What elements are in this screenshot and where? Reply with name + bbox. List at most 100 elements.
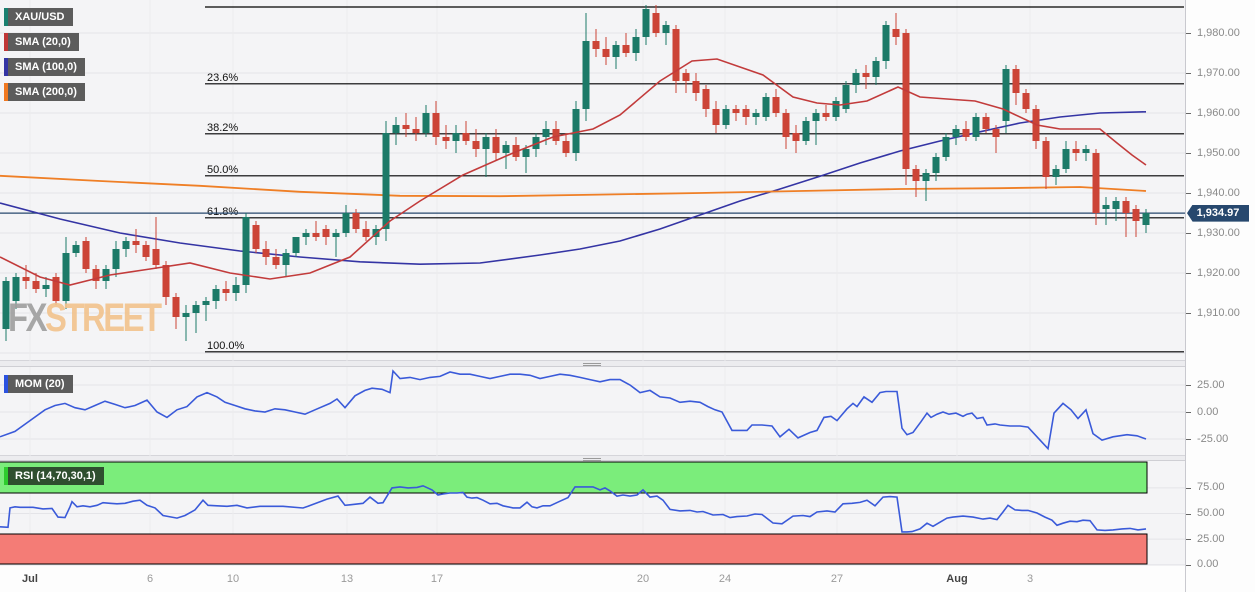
candle-body [632, 37, 640, 53]
sma200-line [0, 174, 1147, 198]
price-axis-label: 1,910.00 [1197, 306, 1240, 319]
fib-level-label: 23.6% [207, 72, 238, 84]
axis-tick-mark [1186, 153, 1191, 154]
candle-body [712, 109, 720, 125]
price-panel[interactable]: 23.6% 38.2% 50.0% 61.8% 100.0% FXSTREET XAU/… [0, 0, 1185, 361]
mom-badge[interactable]: MOM (20) [4, 375, 73, 393]
candle-body [582, 41, 590, 109]
date-tick-label: Jul [22, 573, 38, 585]
price-axis-label: 1,960.00 [1197, 106, 1240, 119]
momentum-chart-canvas[interactable] [0, 367, 1185, 456]
candle-body [252, 225, 260, 249]
candle-body [962, 129, 970, 137]
axis-tick-mark [1186, 113, 1191, 114]
date-tick-label: 6 [146, 573, 154, 585]
candle-body [492, 137, 500, 153]
axis-tick-mark [1186, 273, 1191, 274]
candle-body [162, 265, 170, 297]
candle-body [902, 33, 910, 169]
momentum-panel[interactable]: MOM (20) [0, 367, 1185, 456]
candle-body [822, 113, 830, 117]
candle-body [272, 257, 280, 265]
candle-body [522, 149, 530, 157]
axis-tick-mark [1186, 313, 1191, 314]
candle-body [892, 29, 900, 37]
legend-label: SMA (100,0) [15, 61, 77, 73]
candle-body [722, 109, 730, 125]
candle-body [1072, 149, 1080, 153]
candle-body [452, 133, 460, 141]
candle-body [192, 305, 200, 313]
candle-body [42, 285, 50, 289]
legend-badge-xau-usd[interactable]: XAU/USD [4, 8, 73, 26]
axis-tick-mark [1186, 233, 1191, 234]
rsi-axis-label: 0.00 [1197, 558, 1219, 571]
candle-body [982, 117, 990, 129]
legend-accent-bar [4, 8, 8, 26]
candle-body [402, 125, 410, 129]
candle-body [812, 113, 820, 121]
candle-body [592, 41, 600, 49]
candle-body [562, 141, 570, 153]
rsi-legend: RSI (14,70,30,1) [4, 467, 104, 492]
rsi-badge[interactable]: RSI (14,70,30,1) [4, 467, 104, 485]
rsi-chart-canvas[interactable] [0, 461, 1185, 566]
fib-level-label: 38.2% [207, 122, 238, 134]
axis-tick-mark [1186, 564, 1191, 566]
candle-body [1082, 149, 1090, 153]
candle-body [172, 297, 180, 317]
candle-body [242, 217, 250, 285]
candle-body [112, 249, 120, 269]
candle-body [422, 113, 430, 133]
date-tick-label: 17 [430, 573, 444, 585]
mom-label: MOM (20) [15, 378, 65, 390]
legend-badge-sma-100-0[interactable]: SMA (100,0) [4, 58, 85, 76]
axis-tick-mark [1186, 73, 1191, 74]
candle-body [1002, 69, 1010, 121]
candle-body [852, 73, 860, 85]
candle-body [692, 81, 700, 93]
candle-body [782, 113, 790, 137]
candle-body [412, 129, 420, 133]
candle-body [732, 109, 740, 113]
candle-body [82, 241, 90, 269]
candle-body [612, 45, 620, 57]
mom-axis-label: -25.00 [1197, 432, 1229, 445]
candle-body [662, 25, 670, 33]
axis-tick-mark [1186, 33, 1191, 34]
candle-body [72, 245, 80, 253]
candle-body [302, 233, 310, 237]
price-axis-label: 1,980.00 [1197, 26, 1240, 39]
price-chart-canvas[interactable]: 23.6% 38.2% 50.0% 61.8% 100.0% [0, 0, 1185, 361]
legend-badge-sma-200-0[interactable]: SMA (200,0) [4, 83, 85, 101]
candle-body [842, 85, 850, 109]
candle-body [122, 241, 130, 249]
candle-body [912, 169, 920, 181]
rsi-line [0, 484, 1147, 533]
legend-label: SMA (20,0) [15, 36, 71, 48]
candle-body [292, 237, 300, 253]
candle-body [262, 249, 270, 257]
legend-label: XAU/USD [15, 11, 65, 23]
date-axis[interactable]: Jul 6 10 13 17 20 24 27 Aug 3 [0, 566, 1185, 592]
candle-body [362, 229, 370, 237]
candle-body [232, 285, 240, 293]
price-axis-label: 1,940.00 [1197, 186, 1240, 199]
legend: XAU/USD SMA (20,0) SMA (100,0) SMA (200,0) [4, 8, 85, 108]
rsi-panel[interactable]: RSI (14,70,30,1) [0, 461, 1185, 566]
candle-body [312, 233, 320, 237]
candle-body [802, 121, 810, 141]
candle-body [392, 125, 400, 133]
date-tick-label: Aug [946, 573, 968, 585]
date-tick-label: 3 [1026, 573, 1034, 585]
candle-body [152, 249, 160, 265]
drag-handle-icon[interactable] [583, 362, 601, 368]
candle-body [1142, 213, 1150, 225]
legend-badge-sma-20-0[interactable]: SMA (20,0) [4, 33, 79, 51]
candle-body [282, 253, 290, 265]
candle-body [442, 137, 450, 141]
date-tick-label: 24 [718, 573, 732, 585]
price-axis-column[interactable]: 1,980.00 1,970.00 1,960.00 1,950.00 1,940.00… [1185, 0, 1255, 592]
candle-body [212, 289, 220, 301]
candle-body [1052, 169, 1060, 177]
